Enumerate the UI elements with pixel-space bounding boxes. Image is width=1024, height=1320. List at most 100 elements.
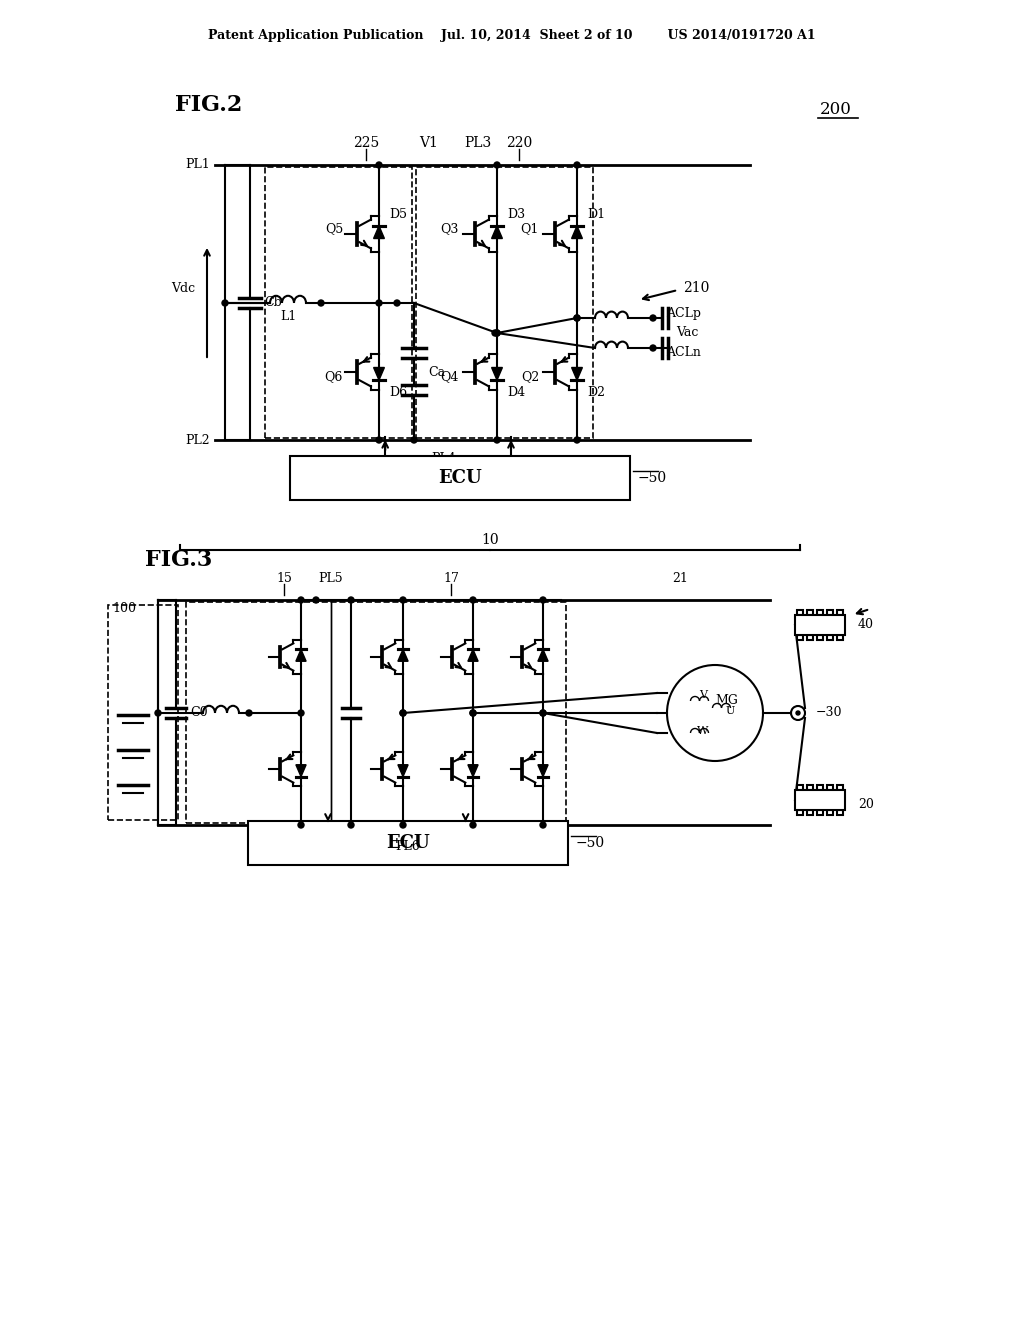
Circle shape (348, 822, 354, 828)
Polygon shape (492, 226, 503, 239)
Circle shape (400, 710, 406, 715)
Circle shape (376, 437, 382, 444)
Circle shape (411, 437, 417, 444)
Circle shape (540, 710, 546, 715)
Polygon shape (296, 649, 306, 661)
Bar (290, 455, 630, 500)
Bar (807, 810, 813, 814)
Circle shape (313, 597, 319, 603)
Text: 100: 100 (112, 602, 136, 615)
Text: −30: −30 (816, 706, 843, 719)
Circle shape (494, 437, 500, 444)
Circle shape (376, 162, 382, 168)
Text: Cb: Cb (264, 297, 282, 309)
Text: PL4: PL4 (432, 451, 457, 465)
Circle shape (470, 710, 476, 715)
Polygon shape (296, 764, 306, 776)
Bar (827, 635, 833, 640)
Text: MG: MG (716, 694, 738, 708)
Text: 21: 21 (672, 572, 688, 585)
Polygon shape (374, 367, 384, 380)
Text: D6: D6 (389, 385, 408, 399)
Circle shape (470, 597, 476, 603)
Text: Ca: Ca (428, 366, 445, 379)
Polygon shape (468, 649, 478, 661)
Text: 225: 225 (353, 136, 379, 150)
Circle shape (470, 710, 476, 715)
Text: ACLn: ACLn (666, 346, 700, 359)
Text: FIG.3: FIG.3 (145, 549, 212, 572)
Circle shape (650, 315, 656, 321)
Bar (807, 610, 813, 615)
Bar (797, 810, 803, 814)
Circle shape (494, 162, 500, 168)
Text: 20: 20 (858, 799, 873, 812)
Text: C0: C0 (190, 706, 208, 719)
Polygon shape (398, 764, 409, 776)
Bar (827, 610, 833, 615)
Text: ECU: ECU (386, 834, 430, 851)
Circle shape (574, 162, 580, 168)
Polygon shape (538, 649, 548, 661)
Circle shape (155, 710, 161, 715)
Circle shape (540, 710, 546, 715)
Text: U: U (725, 706, 734, 715)
Circle shape (492, 330, 498, 337)
Circle shape (540, 597, 546, 603)
Text: D2: D2 (587, 385, 605, 399)
Text: 10: 10 (481, 533, 499, 546)
Circle shape (574, 437, 580, 444)
Polygon shape (374, 226, 384, 239)
Text: 200: 200 (820, 102, 852, 119)
Text: Patent Application Publication    Jul. 10, 2014  Sheet 2 of 10        US 2014/01: Patent Application Publication Jul. 10, … (208, 29, 816, 41)
Bar (797, 635, 803, 640)
Circle shape (470, 822, 476, 828)
Bar (837, 635, 843, 640)
Circle shape (394, 300, 400, 306)
Bar (807, 785, 813, 789)
Bar (416, 168, 593, 438)
Text: −50: −50 (575, 836, 605, 850)
Bar (108, 605, 178, 820)
Bar (817, 635, 823, 640)
Text: W: W (697, 726, 709, 737)
Polygon shape (538, 764, 548, 776)
Bar (817, 785, 823, 789)
Text: Q5: Q5 (325, 223, 343, 235)
Circle shape (400, 822, 406, 828)
Bar (827, 785, 833, 789)
Text: −50: −50 (638, 471, 667, 484)
Polygon shape (398, 649, 409, 661)
Bar (837, 610, 843, 615)
Text: 40: 40 (858, 619, 874, 631)
Text: PL2: PL2 (185, 433, 210, 446)
Text: FIG.2: FIG.2 (175, 94, 243, 116)
Text: PL6: PL6 (395, 841, 421, 854)
Text: ACLp: ACLp (666, 306, 701, 319)
Text: Q6: Q6 (325, 371, 343, 384)
Circle shape (318, 300, 324, 306)
Text: D5: D5 (389, 207, 407, 220)
Bar (837, 810, 843, 814)
Text: Vac: Vac (676, 326, 698, 339)
Polygon shape (492, 367, 503, 380)
Text: D4: D4 (507, 385, 525, 399)
Text: Q2: Q2 (521, 371, 539, 384)
Text: D1: D1 (587, 207, 605, 220)
Circle shape (376, 300, 382, 306)
Circle shape (298, 597, 304, 603)
Polygon shape (571, 367, 583, 380)
Circle shape (796, 711, 800, 715)
Circle shape (222, 300, 228, 306)
Text: L1: L1 (280, 310, 296, 323)
Circle shape (246, 710, 252, 715)
Circle shape (400, 597, 406, 603)
Text: Q1: Q1 (520, 223, 539, 235)
Bar (837, 785, 843, 789)
Bar (817, 810, 823, 814)
Text: PL1: PL1 (185, 158, 210, 172)
Circle shape (650, 345, 656, 351)
Text: Q3: Q3 (440, 223, 459, 235)
Circle shape (348, 597, 354, 603)
Text: D3: D3 (507, 207, 525, 220)
